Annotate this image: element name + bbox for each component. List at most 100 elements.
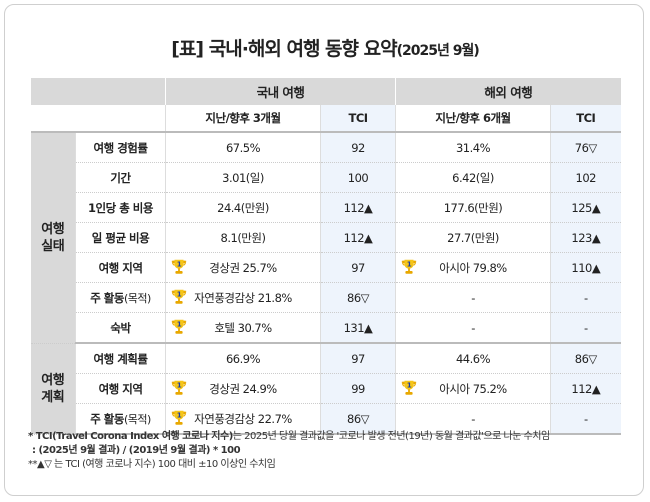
overseas-tci: 125▲ [550, 192, 621, 223]
cell-text: 여행 경험률 [93, 140, 148, 155]
svg-text:1: 1 [177, 290, 182, 299]
domestic-tci: 100 [319, 162, 396, 193]
cell-text: 일 평균 비용 [91, 230, 150, 245]
domestic-value: 1 경상권 24.9% [165, 373, 321, 404]
overseas-tci: 102 [550, 162, 621, 193]
table-row: 여행 지역 1 경상권 24.9% 99 1 아시아 75.2% 112▲ [31, 373, 621, 404]
svg-text:1: 1 [177, 260, 182, 269]
overseas-value: 31.4% [395, 132, 551, 163]
footnotes: * TCI(Travel Corona Index 여행 코로나 지수)는 20… [28, 430, 550, 472]
cell-text: 여행 [41, 372, 65, 388]
domestic-value: 1 자연풍경감상 21.8% [165, 282, 321, 313]
cell-text: 아시아 75.2% [439, 381, 507, 396]
row-label: 일 평균 비용 [75, 222, 166, 253]
table-row: 1인당 총 비용 24.4(만원) 112▲ 177.6(만원) 125▲ [31, 192, 621, 223]
cell-text: 31.4% [455, 140, 491, 155]
group-label: 여행 실태 [30, 132, 76, 344]
table-row: 주 활동(목적) 1 자연풍경감상 21.8% 86▽ - - [31, 282, 621, 313]
footnote-1: * TCI(Travel Corona Index 여행 코로나 지수)는 20… [28, 430, 550, 444]
header-corner [30, 78, 76, 105]
cell-text: - [471, 320, 475, 335]
cell-text: 24.4(만원) [217, 200, 269, 215]
domestic-value: 1 경상권 25.7% [165, 252, 321, 283]
svg-text:1: 1 [407, 260, 412, 269]
overseas-value: - [395, 403, 551, 435]
trophy-icon: 1 [171, 290, 187, 304]
cell-text: - [471, 411, 475, 426]
trophy-icon: 1 [171, 381, 187, 395]
domestic-value: 3.01(일) [165, 162, 321, 193]
overseas-tci: - [550, 282, 621, 313]
cell-text: 여행 [41, 221, 65, 237]
domestic-tci: 97 [319, 343, 396, 374]
header-domestic-tci: TCI [319, 105, 396, 133]
cell-text: 8.1(만원) [220, 230, 266, 245]
cell-text: 44.6% [455, 351, 491, 366]
cell-text: 27.7(만원) [447, 230, 499, 245]
overseas-value: - [395, 282, 551, 313]
domestic-tci: 97 [319, 252, 396, 283]
header-corner [75, 105, 166, 133]
overseas-tci: - [550, 312, 621, 344]
row-label: 여행 지역 [75, 373, 166, 404]
overseas-value: 27.7(만원) [395, 222, 551, 253]
svg-text:1: 1 [177, 381, 182, 390]
row-label: 여행 계획률 [75, 343, 166, 374]
footnote-1-bold: * TCI(Travel Corona Index 여행 코로나 지수) [28, 431, 233, 442]
domestic-tci: 112▲ [319, 222, 396, 253]
cell-text: 주 활동 [90, 411, 124, 426]
cell-text: 아시아 79.8% [439, 260, 507, 275]
overseas-value: 1 아시아 75.2% [395, 373, 551, 404]
domestic-value: 8.1(만원) [165, 222, 321, 253]
cell-text: 경상권 24.9% [209, 381, 277, 396]
row-label: 여행 경험률 [75, 132, 166, 163]
header-corner [75, 78, 166, 105]
cell-text: 여행 지역 [98, 381, 143, 396]
cell-text: 1인당 총 비용 [88, 200, 153, 215]
cell-text: 계획 [41, 389, 65, 405]
domestic-value: 66.9% [165, 343, 321, 374]
footnote-1-rest: 는 2025년 당월 결과값을 '코로나 발생 전년(19년) 동월 결과값'으… [232, 431, 550, 442]
row-label: 주 활동(목적) [75, 403, 166, 435]
title-sub: (2025년 9월) [396, 43, 480, 59]
cell-text: 기간 [110, 170, 131, 185]
header-overseas-period: 지난/향후 6개월 [395, 105, 551, 133]
page-title: [표] 국내·해외 여행 동향 요약(2025년 9월) [0, 34, 650, 61]
cell-text: 자연풍경감상 21.8% [194, 290, 292, 305]
cell-text: 자연풍경감상 22.7% [194, 411, 292, 426]
svg-text:1: 1 [407, 381, 412, 390]
cell-text: 6.42(일) [452, 170, 494, 185]
overseas-tci: - [550, 403, 621, 435]
group-label: 여행 계획 [30, 343, 76, 435]
table-row: 숙박 1 호텔 30.7% 131▲ - - [31, 312, 621, 344]
overseas-tci: 123▲ [550, 222, 621, 253]
travel-trend-table: 국내 여행 해외 여행 지난/향후 3개월 TCI 지난/향후 6개월 TCI … [30, 78, 621, 435]
table-row: 여행 실태 여행 경험률 67.5% 92 31.4% 76▽ [30, 132, 621, 344]
cell-text: 실태 [41, 238, 65, 254]
header-overseas: 해외 여행 [395, 78, 621, 105]
domestic-tci: 112▲ [319, 192, 396, 223]
svg-text:1: 1 [177, 411, 182, 420]
cell-text: 177.6(만원) [443, 200, 503, 215]
svg-text:1: 1 [177, 320, 182, 329]
trophy-icon: 1 [171, 320, 187, 334]
overseas-tci: 86▽ [550, 343, 621, 374]
overseas-value: - [395, 312, 551, 344]
cell-text: - [471, 290, 475, 305]
cell-text: 67.5% [225, 140, 261, 155]
domestic-tci: 86▽ [319, 403, 396, 435]
cell-text: 여행 계획률 [93, 351, 148, 366]
footnote-2: : (2025년 9월 결과) / (2019년 9월 결과) * 100 [32, 445, 241, 456]
domestic-value: 1 호텔 30.7% [165, 312, 321, 344]
row-label: 여행 지역 [75, 252, 166, 283]
domestic-tci: 92 [319, 132, 396, 163]
footnote-3: **▲▽ 는 TCI (여행 코로나 지수) 100 대비 ±10 이상인 수치… [28, 459, 276, 470]
domestic-value: 67.5% [165, 132, 321, 163]
row-label: 1인당 총 비용 [75, 192, 166, 223]
domestic-tci: 131▲ [319, 312, 396, 344]
table-row: 여행 계획 여행 계획률 66.9% 97 44.6% 86▽ [30, 343, 621, 435]
domestic-value: 1 자연풍경감상 22.7% [165, 403, 321, 435]
domestic-tci: 86▽ [319, 282, 396, 313]
overseas-value: 44.6% [395, 343, 551, 374]
title-main: [표] 국내·해외 여행 동향 요약 [171, 38, 397, 60]
